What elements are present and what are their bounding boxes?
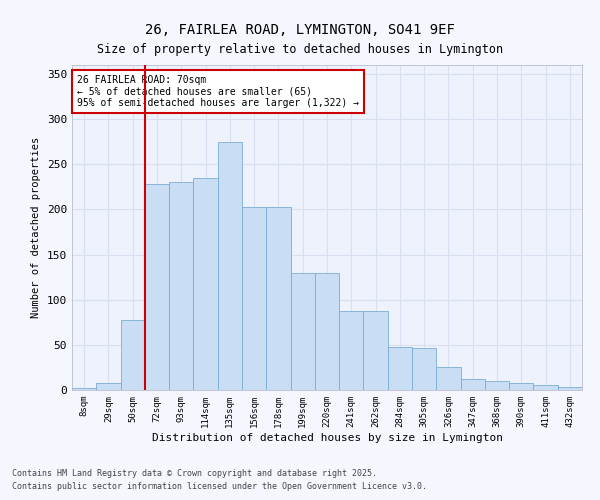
Bar [412, 348, 436, 390]
Y-axis label: Number of detached properties: Number of detached properties [31, 137, 41, 318]
Bar [436, 368, 461, 390]
Bar [315, 272, 339, 390]
Bar [218, 142, 242, 390]
Bar [121, 320, 145, 390]
Bar [290, 272, 315, 390]
Text: Contains HM Land Registry data © Crown copyright and database right 2025.: Contains HM Land Registry data © Crown c… [12, 468, 377, 477]
Bar [533, 386, 558, 390]
Bar [388, 346, 412, 390]
Text: Contains public sector information licensed under the Open Government Licence v3: Contains public sector information licen… [12, 482, 427, 491]
Text: Size of property relative to detached houses in Lymington: Size of property relative to detached ho… [97, 42, 503, 56]
Bar [266, 206, 290, 390]
Bar [193, 178, 218, 390]
Bar [242, 206, 266, 390]
X-axis label: Distribution of detached houses by size in Lymington: Distribution of detached houses by size … [151, 432, 503, 442]
Bar [558, 388, 582, 390]
Bar [169, 182, 193, 390]
Text: 26, FAIRLEA ROAD, LYMINGTON, SO41 9EF: 26, FAIRLEA ROAD, LYMINGTON, SO41 9EF [145, 22, 455, 36]
Bar [145, 184, 169, 390]
Bar [485, 381, 509, 390]
Bar [461, 379, 485, 390]
Bar [509, 383, 533, 390]
Bar [96, 383, 121, 390]
Bar [72, 388, 96, 390]
Text: 26 FAIRLEA ROAD: 70sqm
← 5% of detached houses are smaller (65)
95% of semi-deta: 26 FAIRLEA ROAD: 70sqm ← 5% of detached … [77, 74, 359, 108]
Bar [339, 310, 364, 390]
Bar [364, 310, 388, 390]
